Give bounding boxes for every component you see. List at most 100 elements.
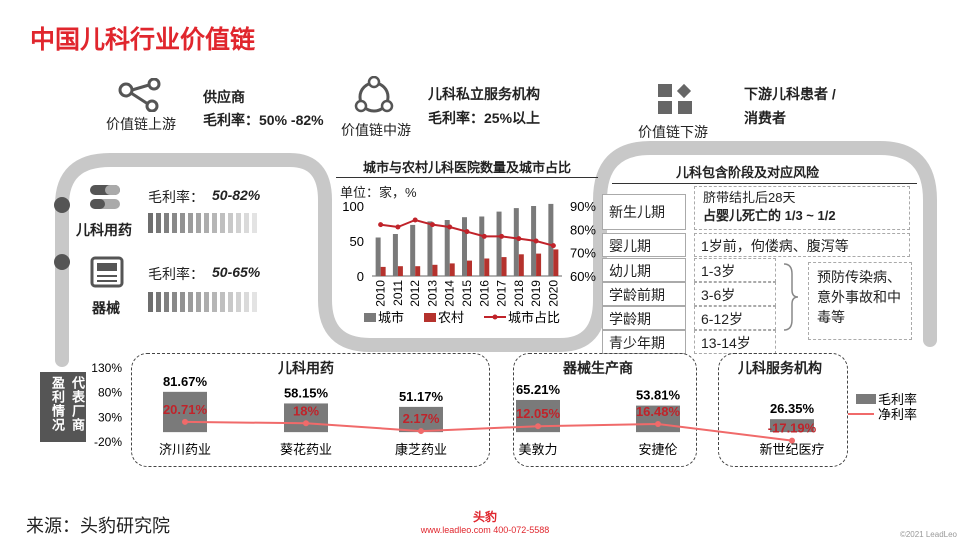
legend-share-dot bbox=[492, 314, 498, 320]
bar-rural bbox=[415, 266, 421, 276]
stripe-mark bbox=[220, 292, 225, 312]
supply-item-device: 器械 bbox=[92, 300, 120, 316]
group-title-services: 儿科服务机构 bbox=[738, 360, 822, 376]
risk-toddler: 1-3岁 bbox=[694, 258, 776, 282]
hospital-chart-unit: 单位：家，% bbox=[340, 185, 417, 200]
hospital-right-tick: 70% bbox=[570, 246, 596, 261]
hospital-left-tick: 0 bbox=[357, 269, 364, 284]
stripe-mark bbox=[196, 292, 201, 312]
share-nodes-icon bbox=[118, 78, 161, 112]
legend-rural-swatch bbox=[424, 313, 436, 322]
bar-rural bbox=[432, 264, 438, 276]
stripe-mark bbox=[172, 213, 177, 233]
brand-contact: www.leadleo.com 400-072-5588 bbox=[420, 525, 550, 535]
group-box-services bbox=[718, 353, 848, 467]
bar-rural bbox=[484, 258, 490, 276]
point-city-share bbox=[533, 238, 539, 244]
medicine-capsule-icon bbox=[90, 185, 120, 209]
hospital-year-tick: 2011 bbox=[391, 280, 405, 306]
stripe-mark bbox=[236, 292, 241, 312]
point-net-margin bbox=[418, 428, 424, 435]
stripe-mark bbox=[244, 292, 249, 312]
stripe-mark bbox=[228, 292, 233, 312]
point-city-share bbox=[464, 229, 470, 235]
net-margin-label: 2.17% bbox=[403, 411, 440, 426]
stripe-mark bbox=[212, 213, 217, 233]
point-net-margin bbox=[789, 437, 795, 444]
risk-school: 6-12岁 bbox=[694, 306, 776, 330]
hospital-year-tick: 2018 bbox=[512, 280, 526, 307]
legend-rural: 农村 bbox=[438, 310, 464, 325]
net-margin-label: 12.05% bbox=[516, 406, 561, 421]
risk-newborn-line1: 脐带结扎后28天 bbox=[703, 190, 796, 205]
hospital-year-tick: 2016 bbox=[477, 280, 491, 307]
device-margin-value: 50-65% bbox=[212, 264, 261, 280]
stripe-mark bbox=[204, 292, 209, 312]
net-margin-label: -17.19% bbox=[768, 421, 817, 436]
stripe-mark bbox=[156, 292, 161, 312]
stripe-mark bbox=[236, 213, 241, 233]
stripe-mark bbox=[180, 292, 185, 312]
medicine-margin-stripes bbox=[148, 213, 257, 233]
stage-preschool: 学龄前期 bbox=[602, 282, 686, 306]
stage-newborn: 新生儿期 bbox=[602, 194, 686, 230]
bar-city bbox=[462, 217, 467, 276]
org-cycle-icon bbox=[354, 76, 394, 113]
upstream-margin: 毛利率：50% -82% bbox=[203, 112, 324, 128]
bar-city bbox=[513, 208, 519, 276]
midstream-heading: 儿科私立服务机构 bbox=[428, 86, 540, 102]
stripe-mark bbox=[148, 213, 153, 233]
bar-city bbox=[375, 237, 381, 276]
legend-share: 城市占比 bbox=[508, 310, 560, 325]
group-title-medicine: 儿科用药 bbox=[278, 360, 334, 376]
stage-group-brace bbox=[783, 263, 799, 331]
stage-adolescent: 青少年期 bbox=[602, 330, 686, 354]
bar-city bbox=[410, 224, 416, 276]
risk-newborn: 脐带结扎后28天 占婴儿死亡的 1/3 ~ 1/2 bbox=[694, 186, 910, 230]
company-name: 葵花药业 bbox=[280, 442, 332, 457]
stripe-mark bbox=[196, 213, 201, 233]
gross-margin-label: 51.17% bbox=[399, 389, 444, 404]
bar-city bbox=[548, 203, 554, 276]
profit-row-label-b: 盈利情况 bbox=[50, 376, 65, 432]
hospital-year-tick: 2020 bbox=[546, 280, 560, 307]
medical-device-icon bbox=[90, 256, 124, 288]
bar-gross-margin bbox=[163, 391, 207, 433]
company-name: 康芝药业 bbox=[395, 442, 447, 457]
bar-rural bbox=[380, 266, 386, 276]
hospital-chart-title: 城市与农村儿科医院数量及城市占比 bbox=[362, 160, 571, 175]
risk-adolescent: 13-14岁 bbox=[694, 330, 776, 354]
profit-row-label-a: 代表厂商 bbox=[70, 376, 85, 432]
brand-name: 头豹 bbox=[472, 510, 497, 524]
stripe-mark bbox=[252, 213, 257, 233]
bar-rural bbox=[449, 263, 455, 276]
stripe-mark bbox=[252, 292, 257, 312]
risk-newborn-line2: 占婴儿死亡的 1/3 ~ 1/2 bbox=[703, 208, 836, 223]
point-city-share bbox=[429, 222, 435, 228]
stripe-mark bbox=[212, 292, 217, 312]
bar-rural bbox=[536, 253, 542, 276]
gross-margin-label: 53.81% bbox=[636, 388, 681, 403]
point-city-share bbox=[481, 233, 487, 239]
legend-city-swatch bbox=[364, 313, 376, 322]
net-margin-label: 18% bbox=[293, 403, 319, 418]
stripe-mark bbox=[172, 292, 177, 312]
stripe-mark bbox=[164, 292, 169, 312]
midstream-margin: 毛利率：25%以上 bbox=[428, 110, 541, 126]
profit-row-label-box bbox=[40, 372, 86, 442]
bar-gross-margin bbox=[399, 406, 443, 433]
risk-preschool: 3-6岁 bbox=[694, 282, 776, 306]
hospital-year-tick: 2010 bbox=[374, 280, 388, 307]
device-margin-stripes bbox=[148, 292, 257, 312]
point-city-share bbox=[447, 224, 453, 230]
bar-gross-margin bbox=[636, 405, 680, 433]
hospital-right-tick: 80% bbox=[570, 222, 596, 237]
midstream-label: 价值链中游 bbox=[341, 122, 411, 138]
bar-rural bbox=[501, 257, 507, 276]
gross-margin-label: 81.67% bbox=[163, 374, 208, 389]
line-net-margin bbox=[184, 420, 793, 442]
bar-gross-margin bbox=[284, 403, 328, 433]
net-margin-label: 16.48% bbox=[636, 404, 681, 419]
stripe-mark bbox=[180, 213, 185, 233]
